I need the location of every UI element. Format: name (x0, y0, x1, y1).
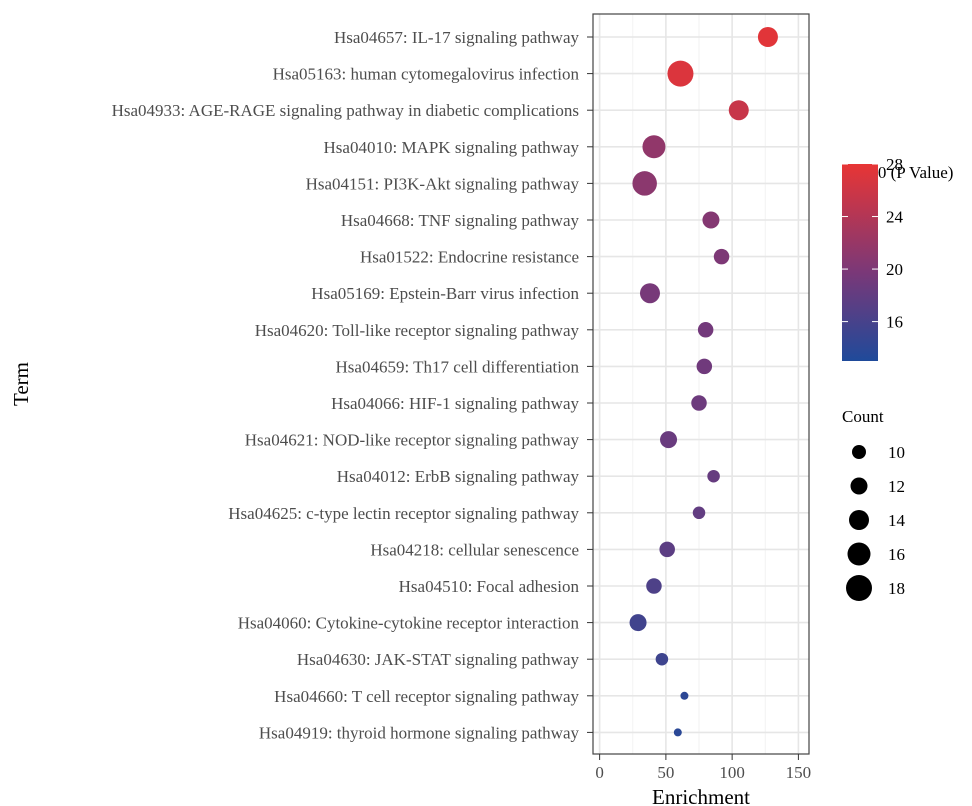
size-legend-label: 18 (888, 579, 905, 598)
data-point (696, 358, 713, 375)
data-point (632, 171, 657, 196)
data-point (642, 135, 666, 159)
y-tick-label: Hsa05163: human cytomegalovirus infectio… (273, 65, 580, 84)
y-tick-label: Hsa04659: Th17 cell differentiation (336, 357, 580, 376)
data-point (697, 322, 714, 338)
plot-panel (593, 14, 809, 754)
y-tick-label: Hsa04621: NOD-like receptor signaling pa… (245, 431, 580, 450)
colorbar-tick-label: 16 (886, 313, 903, 332)
y-tick-label: Hsa04919: thyroid hormone signaling path… (259, 723, 580, 742)
x-tick-label: 0 (595, 763, 604, 782)
data-point (691, 395, 707, 411)
data-point (713, 248, 730, 265)
data-point (646, 578, 662, 594)
y-tick-label: Hsa04630: JAK-STAT signaling pathway (297, 650, 580, 669)
y-axis-label: Term (9, 362, 33, 406)
data-points (629, 27, 778, 737)
data-point (639, 283, 660, 304)
y-tick-label: Hsa04620: Toll-like receptor signaling p… (255, 321, 580, 340)
y-tick-label: Hsa04060: Cytokine-cytokine receptor int… (238, 614, 580, 633)
size-legend-label: 12 (888, 477, 905, 496)
y-tick-label: Hsa04933: AGE-RAGE signaling pathway in … (112, 101, 579, 120)
plot-border (592, 13, 810, 755)
y-tick-label: Hsa04218: cellular senescence (370, 540, 579, 559)
data-point (680, 691, 689, 700)
y-tick-label: Hsa04660: T cell receptor signaling path… (274, 687, 579, 706)
size-legend-dot (852, 445, 866, 459)
data-point (702, 211, 720, 229)
colorbar-ticks: 16 20 24 28 (842, 155, 904, 332)
data-point (707, 469, 720, 483)
colorbar (842, 164, 878, 361)
y-tick-labels: Hsa04657: IL-17 signaling pathway Hsa0516… (112, 28, 593, 742)
y-tick-label: Hsa01522: Endocrine resistance (360, 248, 579, 267)
data-point (629, 614, 647, 632)
x-tick-labels: 0 50 100 150 (595, 754, 811, 782)
y-tick-label: Hsa04668: TNF signaling pathway (341, 211, 580, 230)
data-point (660, 431, 678, 449)
size-legend-title: Count (842, 407, 884, 426)
y-tick-label: Hsa04625: c-type lectin receptor signali… (228, 504, 579, 523)
size-legend-dot (846, 575, 872, 601)
size-legend-label: 10 (888, 443, 905, 462)
x-tick-label: 150 (786, 763, 812, 782)
y-tick-label: Hsa04012: ErbB signaling pathway (337, 467, 580, 486)
data-point (757, 27, 778, 47)
data-point (667, 60, 694, 87)
y-tick-label: Hsa05169: Epstein-Barr virus infection (311, 284, 579, 303)
colorbar-tick-label: 20 (886, 260, 903, 279)
y-tick-label: Hsa04010: MAPK signaling pathway (324, 138, 580, 157)
size-legend-label: 14 (888, 511, 906, 530)
data-point (659, 541, 675, 558)
data-point (673, 728, 682, 737)
y-tick-label: Hsa04657: IL-17 signaling pathway (334, 28, 580, 47)
size-legend-dot (850, 477, 868, 495)
y-tick-label: Hsa04151: PI3K-Akt signaling pathway (306, 174, 580, 193)
data-point (655, 652, 669, 666)
x-axis-label: Enrichment (652, 785, 750, 806)
size-legend-dot (847, 542, 871, 566)
size-legend-label: 16 (888, 545, 905, 564)
data-point (692, 506, 706, 520)
size-legend: 10 12 14 16 18 (846, 443, 906, 601)
colorbar-tick-label: 28 (886, 155, 903, 174)
size-legend-dot (849, 510, 869, 530)
data-point (728, 100, 749, 121)
y-tick-label: Hsa04510: Focal adhesion (399, 577, 580, 596)
colorbar-tick-label: 24 (886, 208, 904, 227)
x-tick-label: 100 (719, 763, 745, 782)
x-tick-label: 50 (657, 763, 674, 782)
y-tick-label: Hsa04066: HIF-1 signaling pathway (331, 394, 579, 413)
